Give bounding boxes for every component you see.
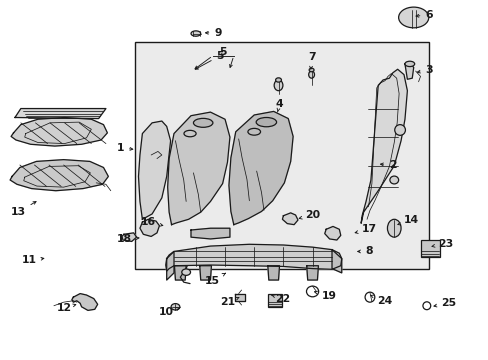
- Polygon shape: [165, 244, 341, 271]
- Polygon shape: [306, 266, 318, 280]
- Ellipse shape: [404, 61, 414, 67]
- Polygon shape: [191, 228, 229, 239]
- Ellipse shape: [398, 7, 428, 28]
- Polygon shape: [200, 266, 211, 280]
- Ellipse shape: [394, 125, 405, 135]
- Text: 13: 13: [11, 202, 36, 217]
- Text: 14: 14: [397, 215, 418, 225]
- Polygon shape: [331, 249, 341, 273]
- Ellipse shape: [308, 71, 314, 78]
- Polygon shape: [404, 63, 413, 79]
- Text: 17: 17: [354, 224, 377, 234]
- Text: 5: 5: [195, 51, 224, 69]
- Text: 25: 25: [433, 298, 456, 308]
- Text: 10: 10: [159, 307, 179, 317]
- Polygon shape: [122, 233, 136, 242]
- Ellipse shape: [182, 269, 190, 275]
- Ellipse shape: [193, 118, 212, 127]
- Polygon shape: [361, 69, 407, 223]
- Text: 16: 16: [141, 217, 163, 227]
- Polygon shape: [167, 112, 229, 225]
- Text: 22: 22: [271, 294, 289, 303]
- Polygon shape: [15, 109, 106, 118]
- Bar: [420, 240, 439, 257]
- Text: 24: 24: [370, 295, 391, 306]
- Polygon shape: [10, 159, 108, 191]
- Ellipse shape: [308, 68, 313, 72]
- Polygon shape: [140, 219, 159, 237]
- Text: 20: 20: [299, 210, 320, 220]
- Ellipse shape: [191, 31, 201, 36]
- Text: 5: 5: [219, 47, 226, 57]
- Polygon shape: [324, 226, 340, 240]
- Polygon shape: [166, 251, 174, 280]
- Polygon shape: [234, 294, 245, 301]
- Polygon shape: [138, 121, 170, 219]
- Polygon shape: [72, 294, 98, 310]
- Ellipse shape: [256, 117, 276, 127]
- Bar: [135, 42, 428, 269]
- Text: 23: 23: [431, 239, 452, 249]
- Polygon shape: [11, 117, 107, 146]
- Bar: [267, 294, 282, 307]
- Ellipse shape: [386, 219, 400, 237]
- Text: 15: 15: [205, 273, 225, 286]
- Ellipse shape: [389, 176, 398, 184]
- Polygon shape: [228, 111, 292, 225]
- Ellipse shape: [171, 303, 180, 310]
- Text: 2: 2: [380, 160, 396, 170]
- Polygon shape: [267, 266, 279, 280]
- Text: 12: 12: [57, 303, 76, 313]
- Text: 19: 19: [314, 291, 336, 301]
- Text: 21: 21: [220, 297, 238, 307]
- Text: 6: 6: [415, 10, 432, 20]
- Polygon shape: [282, 213, 297, 225]
- Text: 8: 8: [357, 247, 372, 256]
- Text: 3: 3: [417, 65, 432, 75]
- Ellipse shape: [274, 80, 283, 91]
- Text: 9: 9: [205, 28, 222, 38]
- Text: 7: 7: [307, 52, 315, 69]
- Text: 11: 11: [21, 255, 44, 265]
- Text: 1: 1: [116, 143, 133, 153]
- Text: 18: 18: [117, 234, 139, 244]
- Polygon shape: [174, 266, 186, 280]
- Ellipse shape: [275, 78, 281, 82]
- Text: 4: 4: [275, 99, 283, 112]
